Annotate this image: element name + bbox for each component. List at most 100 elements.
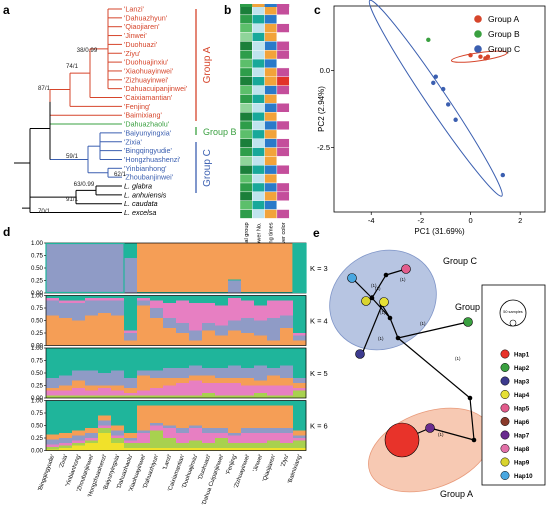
- structure-segment: [228, 243, 242, 280]
- tree-tip-label: 'Dahuazhaolu': [124, 120, 170, 129]
- data-point: [441, 86, 446, 92]
- structure-segment: [150, 423, 164, 426]
- structure-segment: [189, 405, 203, 426]
- structure-segment: [215, 348, 229, 368]
- legend-label: Hap9: [514, 460, 530, 467]
- structure-segment: [241, 400, 255, 406]
- heatmap-cell: [239, 138, 253, 148]
- heatmap-cell: [264, 165, 278, 175]
- phylogenetic-tree: Group A Group B Group C 'Lanzi''Dahuazhy…: [14, 5, 237, 217]
- tree-tip-label: 'Yinbianhong': [124, 164, 167, 173]
- structure-segment: [111, 443, 125, 451]
- structure-segment: [215, 368, 229, 378]
- structure-segment: [215, 448, 229, 451]
- heatmap-cell: [264, 191, 278, 201]
- structure-segment: [98, 420, 112, 426]
- mutation-count: (1): [371, 283, 377, 288]
- structure-segment: [215, 378, 229, 383]
- structure-segment: [241, 385, 255, 396]
- panel-label-c: c: [314, 3, 321, 17]
- y-tick-label: 0.00: [31, 395, 44, 402]
- structure-segment: [228, 400, 242, 406]
- structure-segment: [215, 295, 229, 306]
- k-label: K = 3: [310, 264, 328, 273]
- structure-segment: [254, 243, 268, 292]
- tree-tip-label: 'Zixia': [124, 137, 143, 146]
- legend-label: Hap3: [514, 379, 530, 386]
- structure-segment: [241, 292, 255, 293]
- structure-segment: [215, 383, 229, 396]
- structure-segment: [98, 385, 112, 388]
- structure-segment: [189, 425, 203, 428]
- structure-segment: [202, 433, 216, 443]
- structure-segment: [267, 243, 281, 292]
- structure-segment: [98, 300, 112, 313]
- tree-tip-label: 'Dahuazhyun': [124, 13, 168, 22]
- network-edge: [397, 337, 471, 399]
- structure-segment: [280, 365, 294, 378]
- heatmap-cell: [239, 94, 253, 104]
- legend-marker: [500, 390, 510, 399]
- structure-segment: [124, 378, 138, 388]
- heatmap-cell: [264, 58, 278, 69]
- structure-segment: [202, 292, 216, 293]
- haplotype-node: [401, 264, 411, 274]
- heatmap-cell: [276, 94, 290, 104]
- structure-segment: [85, 370, 99, 386]
- support-value: 59/1: [66, 153, 79, 160]
- structure-segment: [85, 443, 99, 451]
- structure-segment: [228, 378, 242, 383]
- structure-segment: [189, 348, 203, 366]
- heatmap-cell: [276, 50, 290, 60]
- pca-frame: [333, 5, 546, 213]
- structure-segment: [72, 430, 86, 436]
- support-value: 91/1: [66, 196, 79, 203]
- structure-segment: [267, 385, 281, 396]
- structure-segment: [72, 295, 86, 301]
- heatmap-cell: [264, 32, 278, 42]
- structure-segment: [46, 300, 60, 316]
- structure-segment: [163, 328, 177, 346]
- heatmap-cell: [264, 111, 278, 122]
- structure-segment: [59, 443, 73, 446]
- structure-segment: [85, 390, 99, 396]
- x-tick-label: 2: [518, 216, 522, 225]
- heatmap-cell: [264, 209, 278, 219]
- structure-segment: [72, 380, 86, 388]
- heatmap-cell: [252, 182, 265, 193]
- tree-tip-label: L. anhuiensis: [124, 190, 167, 199]
- structure-segment: [189, 440, 203, 448]
- structure-segment: [215, 325, 229, 336]
- y-tick-label: 0.25: [31, 278, 44, 285]
- structure-segment: [254, 292, 268, 293]
- structure-segment: [46, 315, 60, 346]
- structure-segment: [176, 433, 190, 443]
- legend-marker: [474, 45, 482, 53]
- structure-segment: [150, 395, 164, 398]
- y-axis-label: PC2 (2.94%): [317, 86, 326, 132]
- structure-segment: [176, 300, 190, 323]
- structure-segment: [59, 445, 73, 448]
- structure-segment: [124, 393, 138, 396]
- support-value: 38/0.99: [77, 47, 98, 54]
- structure-segment: [111, 425, 125, 431]
- legend-marker: [500, 363, 510, 372]
- group-a-label: Group A: [202, 46, 213, 83]
- structure-segment: [124, 348, 138, 378]
- median-vector: [369, 295, 375, 301]
- mutation-count: (1): [400, 277, 406, 282]
- structure-segment: [202, 368, 216, 376]
- support-value: 70/1: [38, 208, 51, 215]
- y-tick-label: 1.00: [31, 240, 44, 247]
- panel-label-d: d: [3, 225, 10, 239]
- structure-segment: [176, 395, 190, 398]
- structure-segment: [163, 395, 177, 398]
- heatmap-cell: [276, 129, 290, 139]
- structure-segment: [72, 435, 86, 441]
- tree-tip-label: 'Lanzi': [124, 5, 145, 14]
- structure-segment: [176, 405, 190, 428]
- structure-segment: [189, 340, 203, 346]
- group-c-label: Group C: [443, 256, 478, 266]
- structure-segment: [124, 388, 138, 393]
- heatmap-cell: [239, 191, 253, 201]
